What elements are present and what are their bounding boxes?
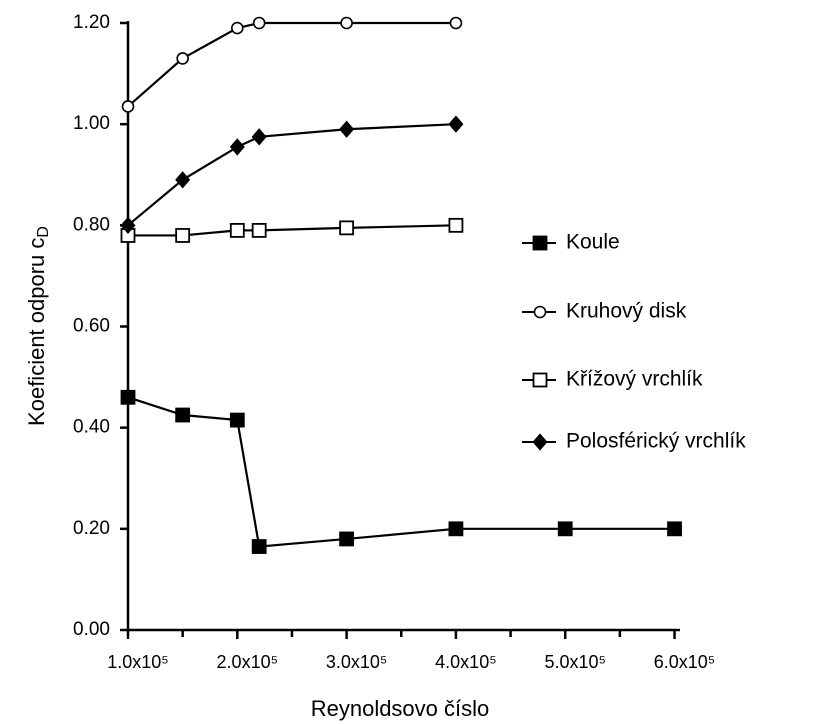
data-point	[448, 115, 464, 133]
legend-label: Koule	[566, 231, 620, 254]
data-point	[339, 220, 355, 236]
y-tick-label: 1.20	[73, 12, 110, 33]
x-tick-label: 5.0x10⁵	[544, 652, 606, 672]
series-line	[127, 123, 456, 227]
data-point	[251, 128, 267, 146]
legend-label: Křížový vrchlík	[566, 368, 703, 391]
series-line	[128, 224, 456, 237]
y-tick-label: 0.80	[73, 214, 110, 235]
data-point	[120, 216, 136, 234]
data-point	[121, 100, 135, 113]
data-point	[251, 222, 267, 238]
data-point	[449, 16, 463, 30]
x-tick-label: 2.0x10⁵	[217, 652, 279, 672]
legend-label: Polosférický vrchlík	[566, 430, 746, 453]
y-tick-label: 0.00	[73, 619, 110, 640]
data-point	[231, 21, 244, 35]
data-point	[175, 228, 191, 243]
data-point	[448, 217, 464, 233]
data-point	[251, 539, 267, 554]
data-point	[229, 222, 245, 238]
y-tick-label: 0.60	[73, 316, 110, 337]
x-tick-label: 1.0x10⁵	[107, 652, 169, 672]
series-line	[127, 21, 456, 108]
legend-marker	[532, 235, 548, 251]
x-axis-label: Reynoldsovo číslo	[311, 696, 490, 721]
y-axis-label: Koeficient odporu cD	[24, 226, 52, 426]
data-point	[229, 138, 245, 156]
series-line	[127, 396, 675, 548]
legend-label: Kruhový disk	[566, 300, 687, 323]
data-point	[557, 521, 573, 537]
x-tick-label: 4.0x10⁵	[435, 652, 497, 672]
data-point	[175, 171, 191, 189]
data-point	[176, 52, 189, 65]
data-point	[340, 16, 353, 30]
y-axis-label-main: Koeficient odporu c	[24, 238, 49, 426]
data-point	[448, 521, 464, 537]
data-point	[339, 120, 355, 138]
legend-marker	[533, 305, 547, 319]
data-point	[120, 389, 136, 405]
x-tick-label: 6.0x10⁵	[654, 652, 716, 672]
data-point	[339, 531, 355, 547]
legend-marker	[532, 433, 548, 451]
y-axis-label-group: Koeficient odporu cD	[24, 226, 52, 426]
data-point	[252, 16, 266, 30]
y-tick-label: 1.00	[73, 113, 110, 134]
legend-marker	[532, 372, 548, 388]
y-axis-label-sub: D	[35, 226, 52, 238]
data-point	[229, 412, 245, 428]
data-point	[667, 521, 682, 537]
y-tick-label: 0.20	[73, 518, 110, 539]
data-point	[175, 407, 191, 423]
x-tick-label: 3.0x10⁵	[326, 652, 388, 672]
y-tick-label: 0.40	[73, 417, 110, 438]
